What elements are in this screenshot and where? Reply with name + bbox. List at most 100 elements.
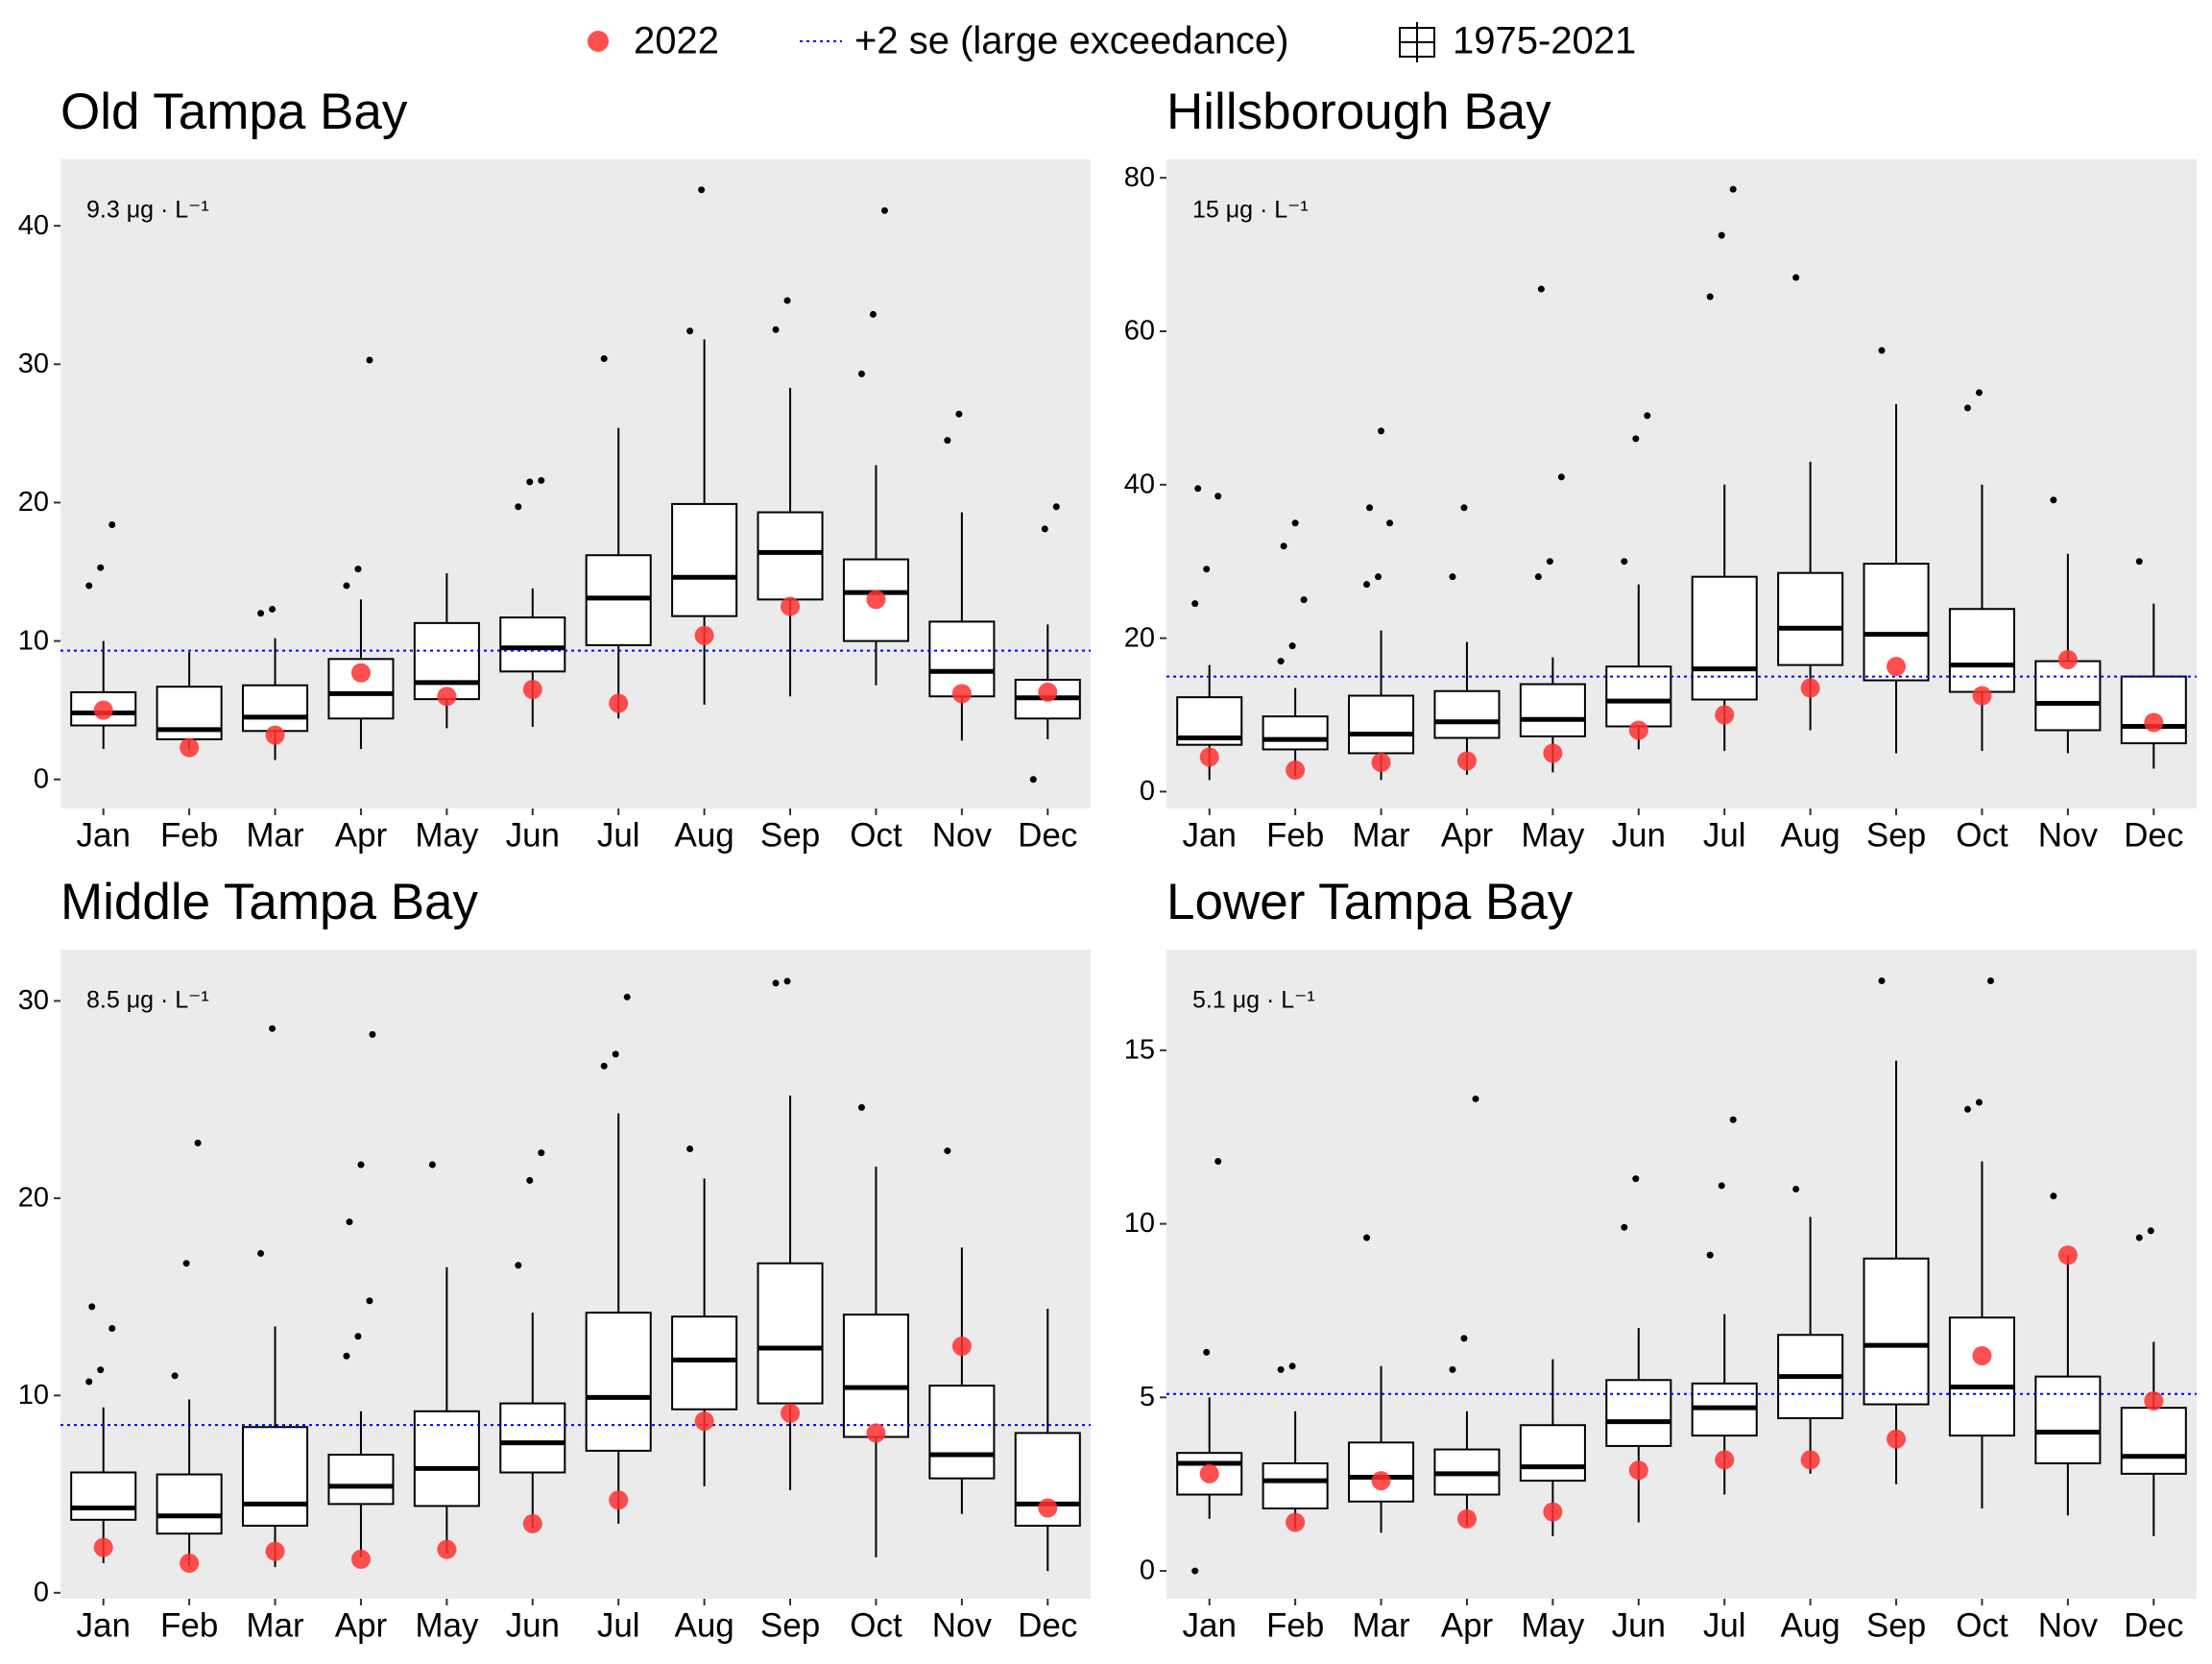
box [1691,575,1758,701]
x-tick-label: Apr [1441,816,1494,854]
threshold-label: 5.1 μg · L⁻¹ [1192,987,1315,1014]
x-tick-label: Jan [1182,1606,1236,1644]
outlier-point [1644,412,1651,420]
outlier-point [1718,1182,1725,1190]
legend-label: 2022 [634,20,719,62]
outlier-point [1472,1095,1479,1102]
box [1348,694,1415,755]
box [1863,1257,1930,1406]
outlier-point [623,993,631,1001]
x-tick-label: Apr [335,816,388,854]
point-2022 [1543,1502,1563,1522]
point-2022 [1972,686,1992,706]
point-2022 [93,700,113,720]
outlier-point [88,1303,96,1311]
outlier-point [1986,977,1994,985]
x-tick-label: Oct [850,1606,902,1644]
outlier-point [515,1262,522,1269]
outlier-point [1718,231,1725,239]
box [1519,1424,1586,1483]
outlier-point [1203,1348,1211,1356]
outlier-point [698,186,706,194]
point-2022 [1199,1463,1219,1483]
outlier-point [1449,1365,1456,1373]
x-tick-label: Jul [597,816,640,854]
y-tick-label: 15 [1124,1034,1155,1065]
outlier-point [772,979,780,987]
outlier-point [1386,519,1394,527]
point-2022 [694,1411,714,1432]
outlier-point [269,1025,276,1032]
point-2022 [866,590,886,610]
point-2022 [1715,1450,1735,1470]
outlier-point [1534,573,1542,581]
x-tick-label: Jan [76,816,130,854]
outlier-point [1632,1175,1640,1183]
outlier-point [1378,427,1385,435]
point-2022 [180,737,200,758]
outlier-point [2050,496,2057,504]
outlier-point [1537,285,1545,293]
box [842,1314,909,1438]
box [928,620,996,698]
threshold-label: 8.5 μg · L⁻¹ [86,987,209,1014]
outlier-point [2050,1193,2057,1200]
outlier-point [538,1149,545,1157]
x-tick-label: Mar [246,1606,304,1644]
plot-background [60,159,1091,808]
outlier-point [1621,558,1628,566]
outlier-point [108,1325,116,1333]
outlier-point [526,478,534,486]
plot-background [1166,159,2197,808]
panel: Hillsborough Bay 0 20 40 60 80 Jan Feb Mar Apr May… [1124,84,2197,854]
point-2022 [781,596,801,616]
point-2022 [350,1549,371,1569]
outlier-point [97,564,105,571]
y-tick-label: 20 [18,1183,49,1214]
outlier-point [1975,1098,1983,1106]
outlier-point [97,1366,105,1374]
x-tick-label: May [1521,816,1585,854]
point-2022 [437,1539,457,1559]
outlier-point [515,503,522,511]
point-2022 [93,1537,113,1557]
outlier-point [354,1333,362,1340]
panel: Lower Tampa Bay 0 5 10 15 Jan Feb Mar Apr May Jun J… [1124,874,2197,1644]
x-tick-label: Aug [1780,816,1839,854]
outlier-point [783,977,791,985]
outlier-point [1375,573,1382,581]
x-tick-label: Apr [335,1606,388,1644]
point-2022 [350,663,371,683]
x-tick-label: Jul [1703,816,1746,854]
y-tick-label: 0 [34,1577,49,1607]
point-2022 [1715,705,1735,725]
x-tick-label: Sep [760,816,820,854]
outlier-point [1300,596,1308,604]
outlier-point [2135,1234,2143,1242]
point-2022 [1543,743,1563,763]
x-tick-label: Sep [1866,1606,1926,1644]
x-tick-label: Jan [76,1606,130,1644]
point-2022 [1456,751,1477,771]
box [242,684,309,733]
outlier-point [955,410,963,418]
outlier-point [1460,1335,1468,1342]
x-tick-label: Nov [2038,1606,2099,1644]
y-tick-label: 0 [34,763,49,794]
x-tick-label: Nov [932,816,993,854]
x-tick-label: Jun [1612,1606,1666,1644]
x-tick-label: May [415,1606,479,1644]
box [242,1426,309,1527]
point-2022 [951,1336,972,1356]
outlier-point [1792,274,1800,281]
y-tick-label: 0 [1140,776,1155,807]
outlier-point [944,437,951,445]
x-tick-label: Oct [1956,816,2008,854]
point-2022 [180,1554,200,1574]
x-tick-label: Jun [1612,816,1666,854]
y-tick-label: 5 [1140,1382,1155,1412]
x-tick-label: Jan [1182,816,1236,854]
outlier-point [354,566,362,573]
point-2022 [1038,1498,1058,1518]
x-tick-label: Oct [850,816,902,854]
